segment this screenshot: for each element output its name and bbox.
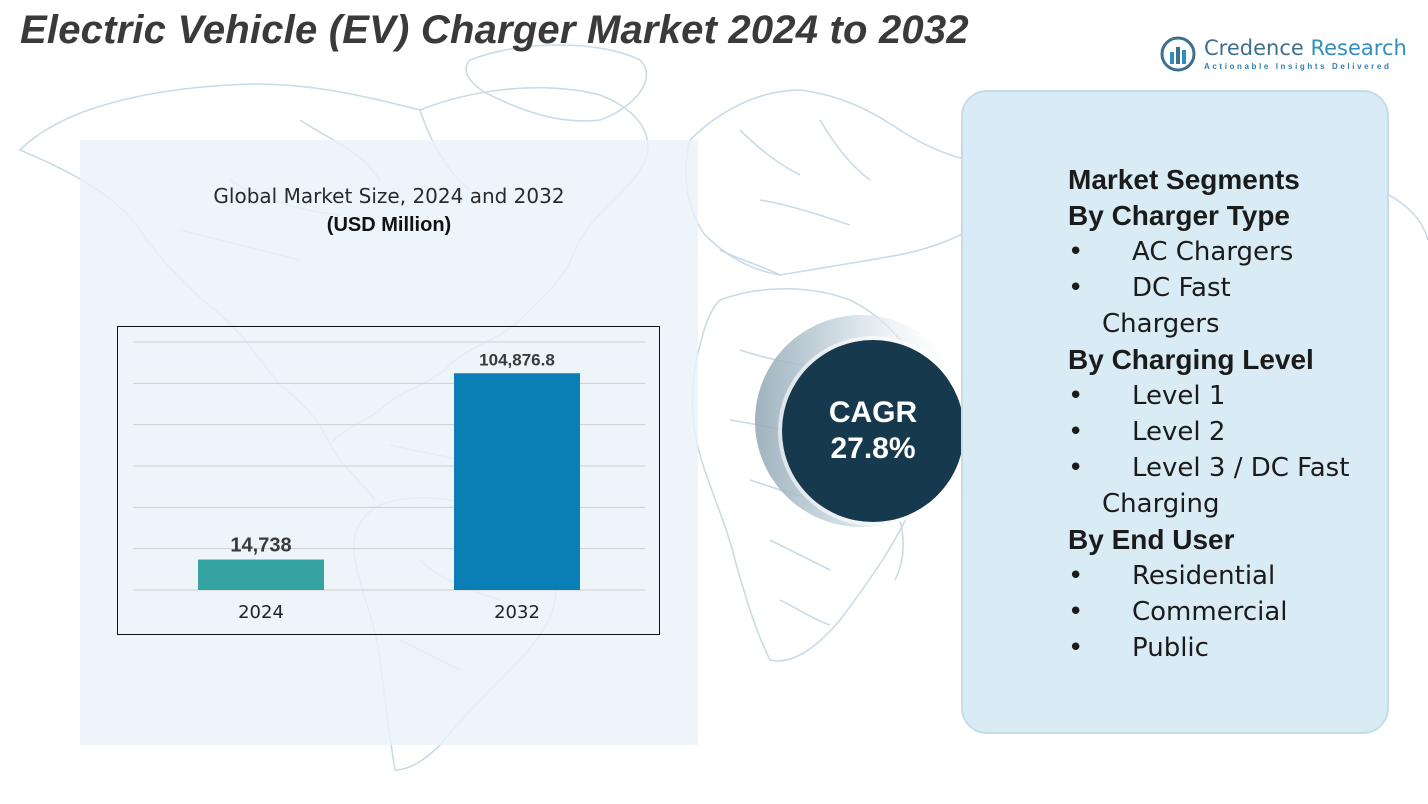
chart-unit-label: (USD Million)	[326, 214, 452, 236]
segments-list: Market Segments By Charger Type • AC Charg…	[1068, 162, 1388, 666]
segment-item: • Public	[1068, 630, 1388, 666]
x-tick-label: 2032	[494, 602, 540, 623]
chart-title: Global Market Size, 2024 and 2032	[213, 184, 565, 208]
segment-item-label: Level 1	[1132, 381, 1226, 411]
segment-item: • DC Fast Chargers	[1068, 270, 1388, 342]
bullet-icon: •	[1068, 273, 1084, 303]
credence-bars-icon	[1160, 36, 1196, 72]
logo-name: Credence Research	[1204, 36, 1407, 60]
x-tick-label: 2024	[238, 602, 284, 623]
segment-item-label-continued: Chargers	[1102, 309, 1220, 339]
segment-item-label: Level 2	[1132, 417, 1226, 447]
segment-item-label: DC Fast	[1132, 273, 1231, 303]
bullet-icon: •	[1068, 381, 1084, 411]
segments-panel	[961, 90, 1389, 734]
logo-name-part2: Research	[1310, 36, 1407, 60]
bullet-icon: •	[1068, 237, 1084, 267]
segment-item: • AC Chargers	[1068, 234, 1388, 270]
brand-logo: Credence Research Actionable Insights De…	[1160, 36, 1407, 76]
bullet-icon: •	[1068, 597, 1084, 627]
page-title: Electric Vehicle (EV) Charger Market 202…	[20, 8, 969, 52]
cagr-label: CAGR	[828, 396, 918, 429]
segment-item-label: Commercial	[1132, 597, 1288, 627]
segment-group-title: By End User	[1068, 524, 1235, 555]
bar-value-label: 104,876.8	[479, 350, 555, 369]
bullet-icon: •	[1068, 453, 1084, 483]
segment-item-label: Public	[1132, 633, 1209, 663]
segment-item-label-continued: Charging	[1102, 489, 1220, 519]
segment-item: • Level 2	[1068, 414, 1388, 450]
logo-tagline: Actionable Insights Delivered	[1204, 62, 1392, 71]
segment-item-label: Level 3 / DC Fast	[1132, 453, 1350, 483]
cagr-badge: CAGR 27.8%	[782, 340, 964, 522]
segment-item-label: AC Chargers	[1132, 237, 1294, 267]
bullet-icon: •	[1068, 633, 1084, 663]
segment-group-title: By Charging Level	[1068, 344, 1314, 375]
cagr-value: 27.8%	[830, 432, 916, 465]
segment-item: • Level 1	[1068, 378, 1388, 414]
bar-2024	[198, 559, 324, 590]
bar-chart: 14,738 104,876.8 2024 2032	[117, 326, 660, 635]
chart-panel: Global Market Size, 2024 and 2032 (USD M…	[80, 140, 698, 745]
chart-frame	[117, 326, 660, 635]
segment-group-title: By Charger Type	[1068, 200, 1290, 231]
bar-value-label: 14,738	[230, 535, 291, 557]
segment-item: • Level 3 / DC Fast Charging	[1068, 450, 1388, 522]
bullet-icon: •	[1068, 417, 1084, 447]
segment-item-label: Residential	[1132, 561, 1276, 591]
segment-item: • Residential	[1068, 558, 1388, 594]
segments-heading: Market Segments	[1068, 164, 1300, 195]
bullet-icon: •	[1068, 561, 1084, 591]
logo-name-part1: Credence	[1204, 36, 1304, 60]
bar-2032	[454, 373, 580, 590]
segment-item: • Commercial	[1068, 594, 1388, 630]
